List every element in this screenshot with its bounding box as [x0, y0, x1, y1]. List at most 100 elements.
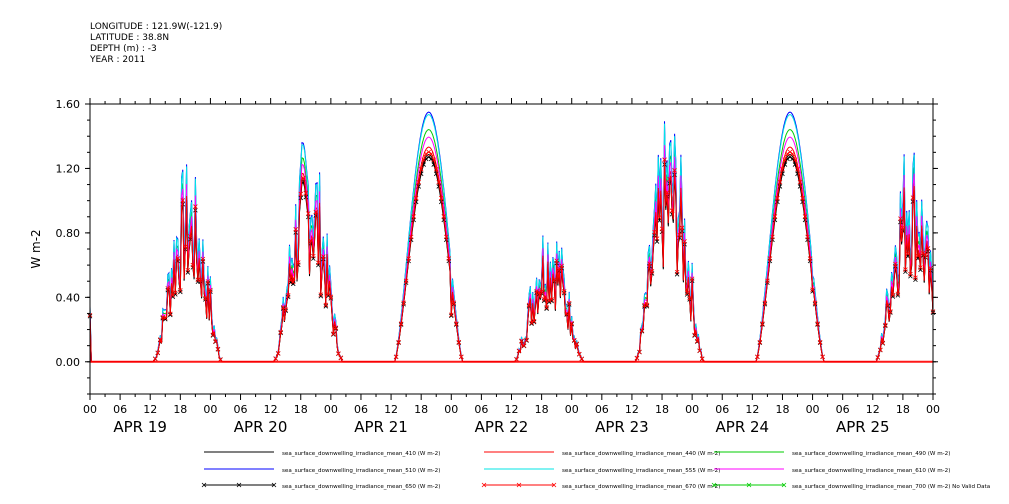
- series-marker: [203, 295, 208, 301]
- x-day-label: APR 19: [113, 418, 167, 436]
- x-tick-label: 00: [806, 403, 820, 416]
- series-marker: [331, 331, 336, 337]
- series-marker: [802, 214, 808, 219]
- legend-item: sea_surface_downwelling_irradiance_mean_…: [204, 451, 440, 457]
- series-marker: [566, 300, 572, 306]
- series-marker: [514, 356, 519, 362]
- series-line: [89, 146, 934, 363]
- series-marker: [692, 332, 697, 338]
- x-day-label: APR 20: [234, 418, 288, 436]
- series-marker: [451, 300, 457, 306]
- series-marker: [157, 337, 163, 342]
- series-marker: [436, 179, 442, 185]
- series-marker: [290, 279, 296, 285]
- series-marker: [928, 265, 933, 271]
- series-marker: [903, 267, 908, 272]
- legend-item: sea_surface_downwelling_irradiance_mean_…: [204, 468, 440, 474]
- x-tick-label: 18: [173, 403, 187, 416]
- series-marker: [765, 278, 770, 284]
- legend-marker: [746, 482, 752, 488]
- legend-label: sea_surface_downwelling_irradiance_mean_…: [562, 468, 720, 474]
- longitude-label: LONGITUDE : 121.9W(-121.9): [90, 22, 223, 32]
- series-marker: [333, 325, 339, 331]
- latitude-label: LATITUDE : 38.8N: [90, 33, 170, 43]
- series-marker: [295, 260, 301, 265]
- legend-label: sea_surface_downwelling_irradiance_mean_…: [282, 468, 440, 474]
- legend-item: sea_surface_downwelling_irradiance_mean_…: [481, 482, 720, 490]
- series-marker: [775, 195, 780, 201]
- series-marker: [338, 355, 344, 361]
- series-marker: [694, 338, 700, 344]
- series-marker: [880, 340, 886, 346]
- series-line: [89, 151, 934, 363]
- x-tick-label: 06: [234, 403, 248, 416]
- series-marker: [541, 297, 547, 302]
- series-marker: [652, 229, 657, 235]
- series-marker: [516, 348, 522, 354]
- series-marker: [579, 356, 585, 362]
- series-marker: [459, 354, 464, 360]
- series-marker: [559, 263, 564, 269]
- series-marker: [657, 215, 662, 220]
- x-tick-label: 12: [745, 403, 759, 416]
- series-marker: [454, 321, 459, 326]
- series-marker: [531, 318, 537, 324]
- y-tick-label: 1.60: [56, 98, 81, 111]
- series-marker: [323, 304, 329, 309]
- year-label: YEAR : 2011: [90, 55, 146, 65]
- series-marker: [684, 292, 690, 297]
- legend-label: sea_surface_downwelling_irradiance_mean_…: [792, 484, 990, 490]
- legend-marker: [781, 482, 787, 488]
- x-tick-label: 00: [444, 403, 458, 416]
- series-marker: [183, 244, 188, 249]
- series-marker: [777, 179, 783, 185]
- x-tick-label: 18: [535, 403, 549, 416]
- series-marker: [546, 298, 552, 303]
- legend-item: sea_surface_downwelling_irradiance_mean_…: [714, 468, 950, 474]
- series-marker: [900, 225, 906, 231]
- series-marker: [152, 356, 158, 362]
- series-marker: [175, 256, 181, 261]
- series-marker: [893, 261, 898, 267]
- series-marker: [446, 256, 452, 261]
- series-marker: [684, 290, 690, 296]
- x-tick-label: 06: [595, 403, 609, 416]
- legend-marker: [481, 482, 487, 488]
- legend-marker: [711, 482, 717, 488]
- series-marker: [689, 276, 695, 282]
- x-tick-label: 12: [384, 403, 398, 416]
- series-marker: [918, 265, 923, 270]
- series-marker: [544, 306, 549, 311]
- legend-item: sea_surface_downwelling_irradiance_mean_…: [484, 451, 720, 457]
- legend-label: sea_surface_downwelling_irradiance_mean_…: [562, 451, 720, 457]
- series-marker: [534, 288, 539, 294]
- series-line: [89, 111, 934, 363]
- series-marker: [180, 198, 186, 203]
- series-marker: [403, 278, 409, 284]
- series-marker: [401, 300, 406, 306]
- legend-label: sea_surface_downwelling_irradiance_mean_…: [282, 484, 440, 490]
- series-marker: [634, 355, 640, 361]
- series-marker: [305, 211, 311, 216]
- series-marker: [910, 195, 916, 200]
- series-marker: [162, 315, 168, 321]
- series-line: [89, 156, 934, 363]
- series-marker: [664, 190, 670, 195]
- x-day-label: APR 21: [354, 418, 408, 436]
- series-marker: [155, 350, 161, 356]
- series-marker: [805, 234, 810, 240]
- series-marker: [413, 195, 419, 201]
- x-tick-label: 00: [685, 403, 699, 416]
- series-marker: [797, 179, 803, 185]
- series-marker: [551, 277, 557, 283]
- x-tick-label: 12: [143, 403, 157, 416]
- series-marker: [908, 273, 913, 279]
- series-marker: [571, 337, 577, 343]
- series-marker: [782, 157, 788, 163]
- series-marker: [659, 226, 665, 232]
- series-marker: [574, 341, 580, 347]
- metadata-header: LONGITUDE : 121.9W(-121.9) LATITUDE : 38…: [90, 22, 222, 66]
- series-marker: [697, 348, 702, 353]
- series-marker: [895, 291, 901, 297]
